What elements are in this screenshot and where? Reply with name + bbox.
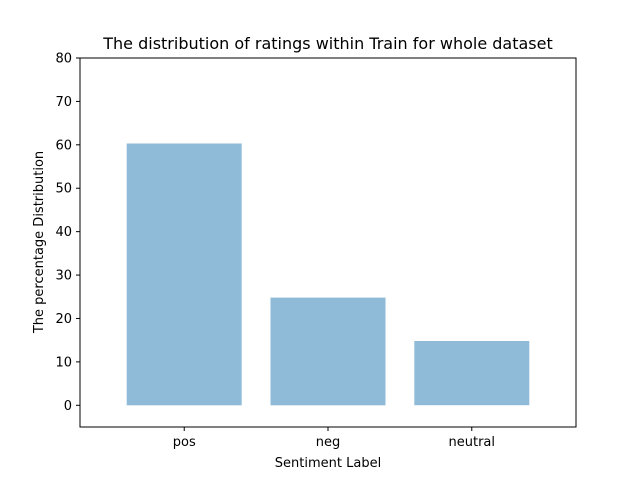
y-tick-label: 60 xyxy=(55,138,72,153)
bar-neg xyxy=(270,297,386,406)
y-tick-label: 20 xyxy=(55,312,72,327)
y-tick-label: 0 xyxy=(64,399,72,414)
y-tick-label: 80 xyxy=(55,52,72,67)
y-tick-label: 40 xyxy=(55,225,72,240)
x-tick-label: pos xyxy=(173,435,196,450)
y-tick-label: 10 xyxy=(55,355,72,370)
bar-pos xyxy=(126,143,242,406)
x-tick-label: neg xyxy=(316,435,341,450)
x-tick-label: neutral xyxy=(449,435,496,450)
y-axis: 0 10 20 30 40 50 60 70 80 xyxy=(55,52,80,414)
chart-title: The distribution of ratings within Train… xyxy=(102,34,553,53)
bar-neutral xyxy=(414,341,530,406)
y-axis-label: The percentage Distribution xyxy=(32,151,47,334)
bars xyxy=(126,143,530,406)
y-tick-label: 70 xyxy=(55,95,72,110)
x-axis: pos neg neutral xyxy=(173,427,495,450)
y-tick-label: 50 xyxy=(55,182,72,197)
x-axis-label: Sentiment Label xyxy=(275,456,381,471)
y-tick-label: 30 xyxy=(55,269,72,284)
plot-frame xyxy=(79,57,577,428)
